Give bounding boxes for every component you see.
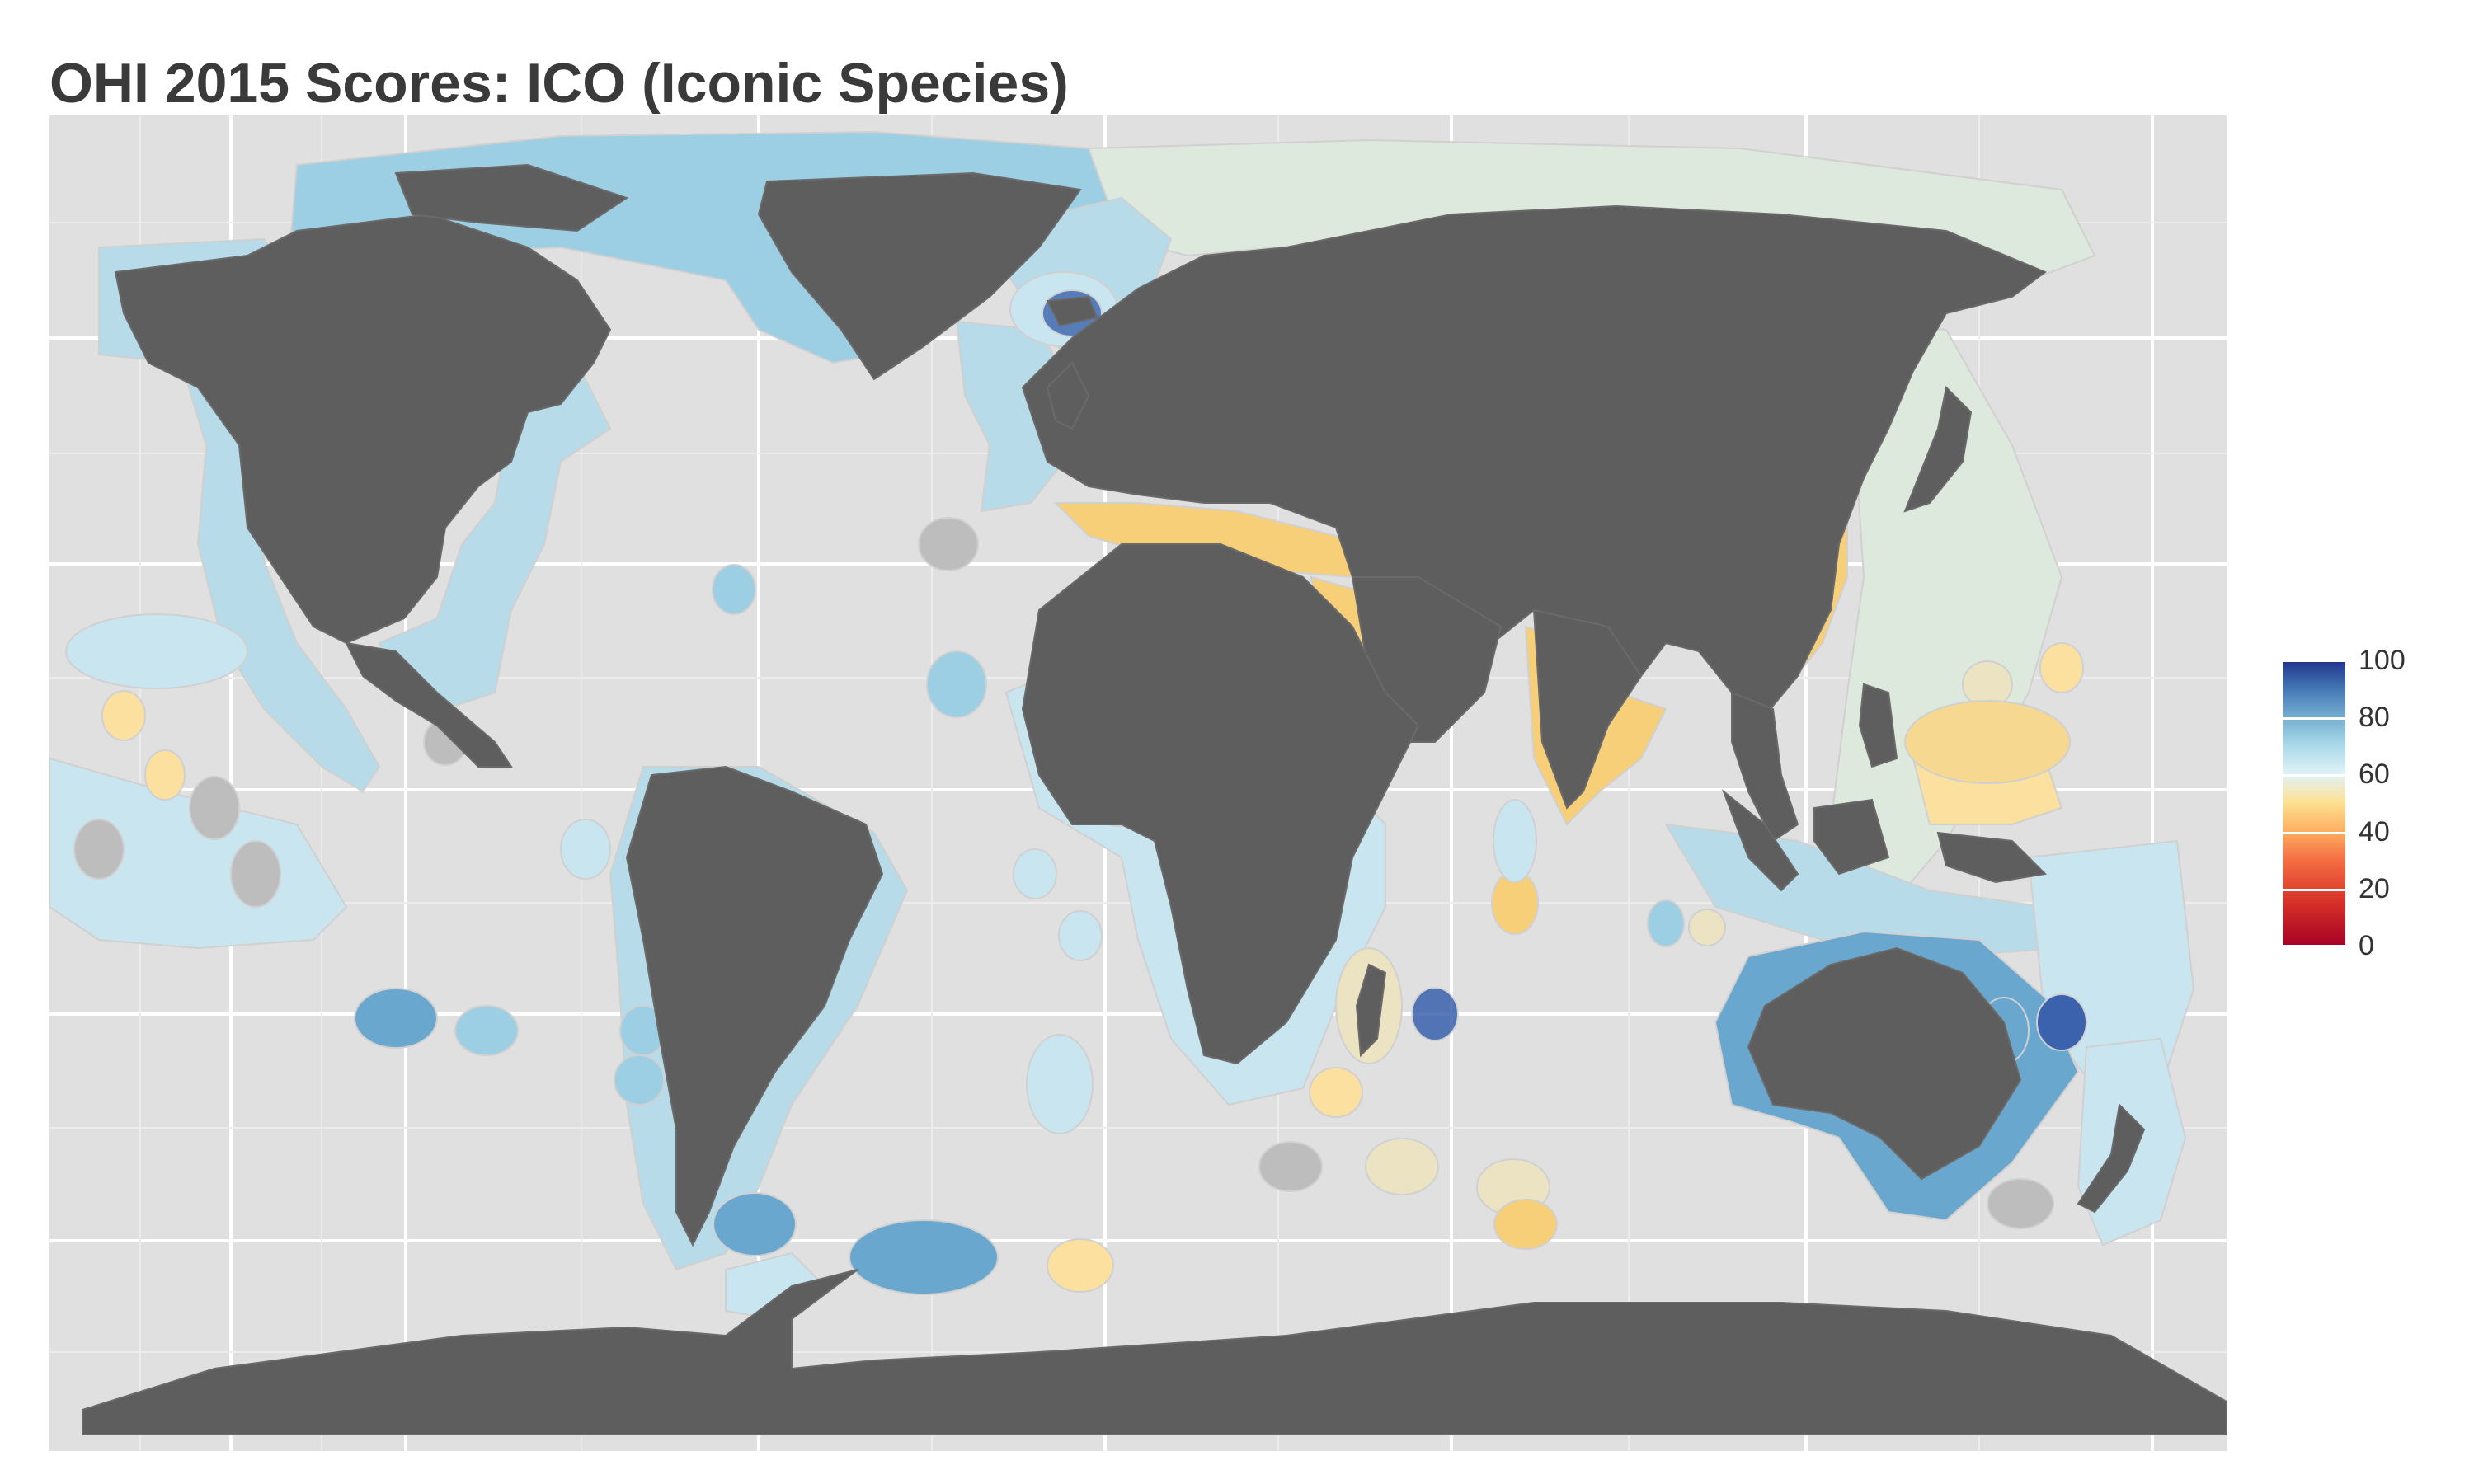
eez-ascension <box>1013 848 1057 899</box>
land-borneo-sumatra <box>1721 788 1890 892</box>
eez-tristan <box>1026 1034 1094 1134</box>
legend-label-80: 80 <box>2359 702 2390 733</box>
eez-cocos <box>1688 909 1726 946</box>
land-arctic-islands <box>394 163 629 232</box>
island-eez-circles <box>65 271 2087 1295</box>
eez-island-yellow-1 <box>101 690 146 741</box>
legend-label-60: 60 <box>2359 758 2390 790</box>
legend-tick-80 <box>2283 717 2345 720</box>
eez-marion <box>1309 1067 1363 1118</box>
legend-label-20: 20 <box>2359 873 2390 904</box>
land-new-zealand <box>2077 1102 2146 1214</box>
eez-macquarie <box>1987 1178 2054 1229</box>
eez-heard <box>1493 1199 1558 1250</box>
legend-label-0: 0 <box>2359 930 2374 961</box>
eez-line-islands <box>354 988 438 1049</box>
eez-azores <box>918 517 979 571</box>
eez-kerguelen-grey <box>1258 1141 1323 1192</box>
legend-label-100: 100 <box>2359 645 2406 676</box>
land-philippines <box>1858 683 1898 768</box>
eez-galapagos <box>560 819 611 880</box>
eez-tokelau-yellow <box>144 749 186 801</box>
eez-maldives <box>1493 799 1537 883</box>
legend-tick-40 <box>2283 832 2345 834</box>
eez-hawaii <box>65 613 248 689</box>
eez-mauritius <box>1411 987 1459 1041</box>
eez-south-georgia <box>849 1219 999 1295</box>
land-new-guinea <box>1936 831 2048 884</box>
eez-marshall-islands <box>1904 700 2071 784</box>
land-uk-ireland <box>1046 361 1090 430</box>
eez-juan-fernandez <box>614 1054 665 1106</box>
legend-tick-20 <box>2283 889 2345 891</box>
eez-samoa-grey <box>189 776 240 840</box>
eez-kiribati-grey <box>230 840 281 908</box>
legend-tick-100 <box>2283 660 2345 662</box>
page-title: OHI 2015 Scores: ICO (Iconic Species) <box>49 52 1069 115</box>
eez-crozet <box>1365 1138 1439 1195</box>
land-north-america <box>114 213 612 645</box>
land-greenland <box>757 171 1082 381</box>
legend-colorbar <box>2283 660 2345 946</box>
land-central-america <box>345 641 513 768</box>
land-indochina-malaysia <box>1731 691 1799 843</box>
land-india <box>1532 608 1643 810</box>
eez-bermuda <box>712 564 756 615</box>
eez-pitcairn <box>454 1005 519 1056</box>
land-masses <box>82 163 2227 1435</box>
land-south-america <box>625 765 884 1247</box>
eez-new-caledonia <box>2036 993 2087 1051</box>
legend-tick-60 <box>2283 774 2345 777</box>
land-madagascar <box>1355 963 1387 1058</box>
legend-tick-0 <box>2283 945 2345 947</box>
eez-tuvalu-grey <box>73 819 125 880</box>
eez-marianas <box>2039 642 2084 693</box>
eez-christmas <box>1647 899 1685 947</box>
land-africa <box>1021 543 1420 1065</box>
land-antarctica <box>82 1269 2227 1435</box>
land-australia <box>1747 946 2022 1181</box>
eez-bouvet <box>1047 1238 1114 1293</box>
land-eurasia <box>1021 204 2047 727</box>
legend-label-40: 40 <box>2359 816 2390 848</box>
land-japan <box>1903 385 1973 513</box>
eez-cape-verde <box>926 650 987 718</box>
land-iceland <box>1046 295 1098 327</box>
map-panel <box>49 115 2227 1451</box>
legend: 100 80 60 40 20 0 <box>2276 646 2441 965</box>
eez-falklands <box>713 1192 797 1256</box>
eez-st-helena <box>1058 910 1103 961</box>
